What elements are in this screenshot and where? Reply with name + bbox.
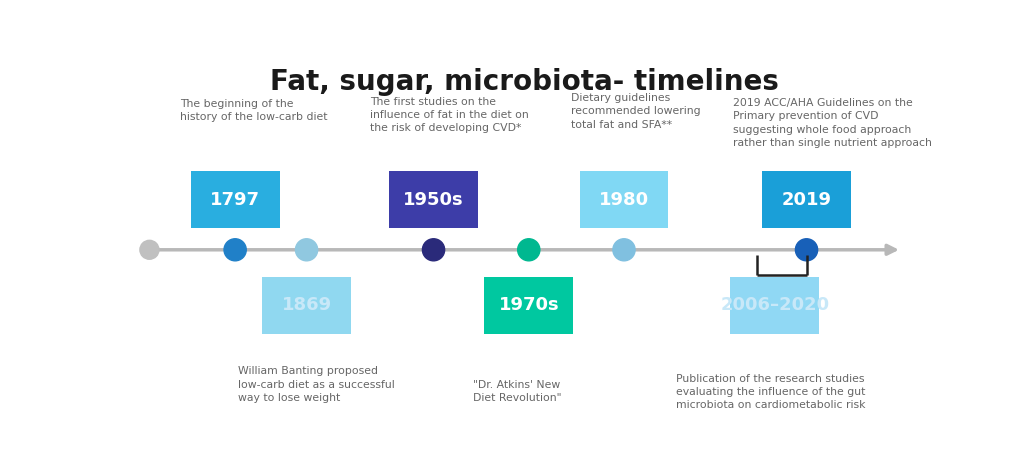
FancyBboxPatch shape	[730, 277, 819, 333]
Text: 1797: 1797	[210, 191, 260, 209]
FancyBboxPatch shape	[389, 172, 478, 228]
Text: 1970s: 1970s	[499, 296, 559, 315]
Ellipse shape	[613, 239, 635, 261]
Ellipse shape	[296, 239, 317, 261]
FancyBboxPatch shape	[484, 277, 573, 333]
Ellipse shape	[423, 239, 444, 261]
Ellipse shape	[140, 240, 159, 259]
FancyBboxPatch shape	[762, 172, 851, 228]
Ellipse shape	[224, 239, 246, 261]
FancyBboxPatch shape	[190, 172, 280, 228]
Ellipse shape	[518, 239, 540, 261]
FancyBboxPatch shape	[580, 172, 669, 228]
Text: The first studies on the
influence of fat in the diet on
the risk of developing : The first studies on the influence of fa…	[370, 97, 528, 133]
Text: William Banting proposed
low-carb diet as a successful
way to lose weight: William Banting proposed low-carb diet a…	[238, 367, 394, 403]
Text: 2019 ACC/AHA Guidelines on the
Primary prevention of CVD
suggesting whole food a: 2019 ACC/AHA Guidelines on the Primary p…	[733, 98, 932, 148]
Text: 1869: 1869	[282, 296, 332, 315]
Text: Fat, sugar, microbiota- timelines: Fat, sugar, microbiota- timelines	[270, 68, 779, 96]
Text: The beginning of the
history of the low-carb diet: The beginning of the history of the low-…	[179, 99, 327, 123]
Text: "Dr. Atkins' New
Diet Revolution": "Dr. Atkins' New Diet Revolution"	[473, 379, 562, 403]
Text: 2006–2020: 2006–2020	[720, 296, 829, 315]
Text: Dietary guidelines
recommended lowering
total fat and SFA**: Dietary guidelines recommended lowering …	[570, 93, 700, 130]
FancyBboxPatch shape	[262, 277, 351, 333]
Text: 2019: 2019	[781, 191, 831, 209]
Text: 1950s: 1950s	[403, 191, 464, 209]
Text: Publication of the research studies
evaluating the influence of the gut
microbio: Publication of the research studies eval…	[676, 374, 865, 410]
Ellipse shape	[796, 239, 817, 261]
Text: 1980: 1980	[599, 191, 649, 209]
